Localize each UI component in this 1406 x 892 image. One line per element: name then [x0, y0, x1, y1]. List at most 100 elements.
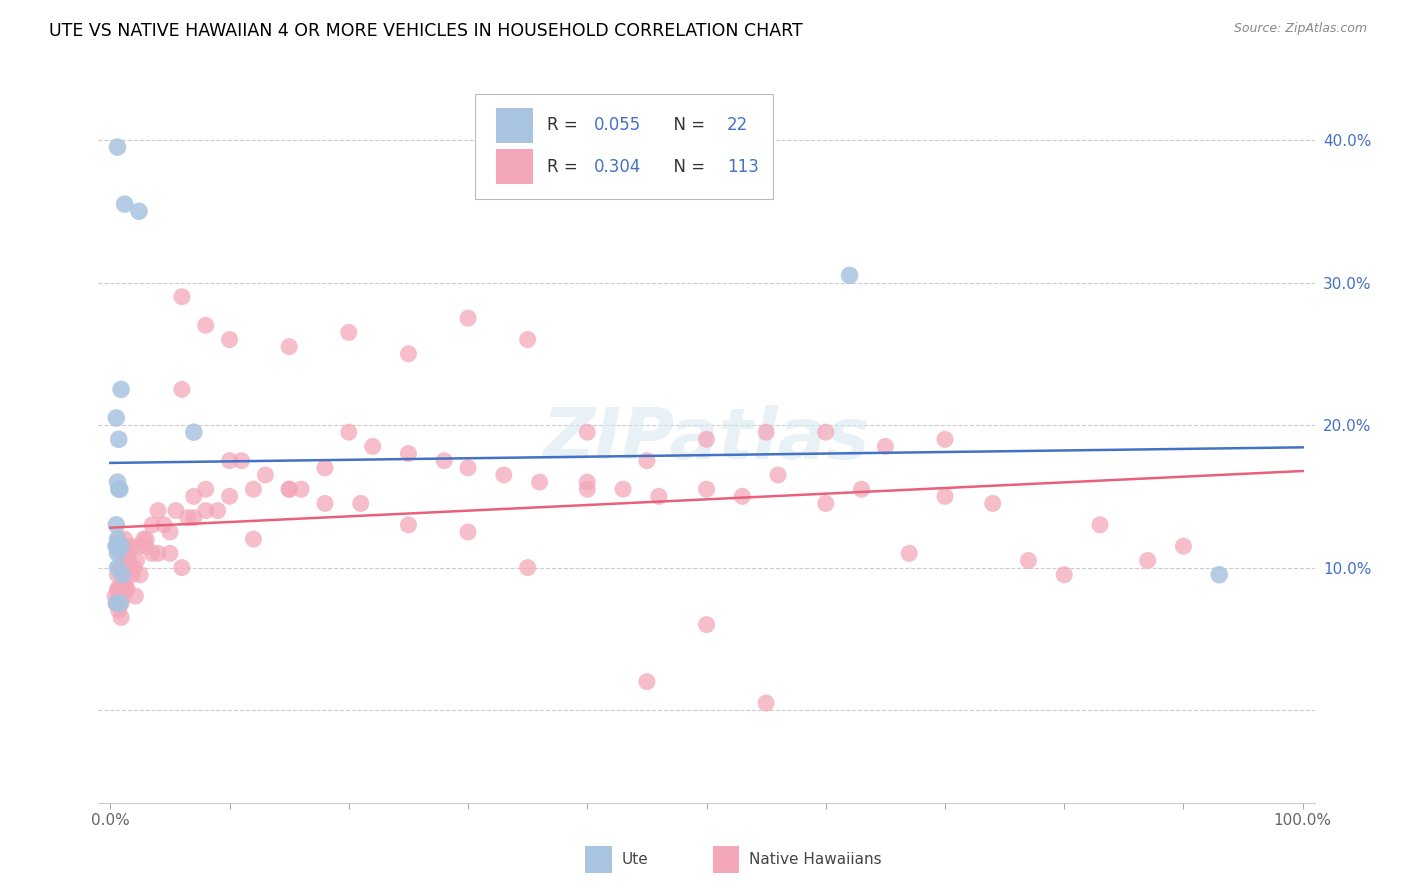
Point — [111, 567, 134, 582]
Point — [107, 482, 129, 496]
Point — [114, 197, 136, 211]
Point — [129, 539, 152, 553]
Point — [433, 453, 456, 467]
Point — [814, 425, 837, 440]
Point — [135, 532, 157, 546]
Point — [755, 696, 778, 710]
Point — [183, 510, 205, 524]
Point — [457, 524, 479, 539]
Point — [129, 567, 152, 582]
Point — [105, 539, 128, 553]
Point — [105, 596, 128, 610]
Point — [121, 567, 143, 582]
Point — [1173, 539, 1195, 553]
Point — [457, 311, 479, 326]
Point — [170, 560, 193, 574]
Point — [117, 560, 139, 574]
Point — [1136, 553, 1159, 567]
Text: Source: ZipAtlas.com: Source: ZipAtlas.com — [1233, 22, 1367, 36]
Point — [457, 460, 479, 475]
Point — [242, 532, 264, 546]
Point — [108, 560, 131, 574]
Point — [108, 482, 131, 496]
Point — [107, 582, 129, 596]
Point — [117, 553, 139, 567]
Point — [105, 596, 128, 610]
Point — [1208, 567, 1230, 582]
Point — [981, 496, 1004, 510]
Point — [278, 482, 301, 496]
Text: N =: N = — [662, 158, 710, 176]
Point — [838, 268, 860, 283]
Point — [183, 489, 205, 503]
Point — [696, 617, 718, 632]
Point — [110, 539, 132, 553]
Point — [636, 453, 658, 467]
Text: N =: N = — [662, 116, 710, 135]
Point — [576, 482, 599, 496]
Point — [146, 546, 169, 560]
Point — [112, 589, 135, 603]
Point — [516, 333, 538, 347]
Text: 113: 113 — [727, 158, 759, 176]
Point — [115, 582, 138, 596]
Point — [396, 517, 419, 532]
Point — [183, 425, 205, 440]
Point — [115, 582, 138, 596]
Point — [105, 539, 128, 553]
Point — [124, 589, 146, 603]
Point — [170, 290, 193, 304]
Point — [114, 553, 136, 567]
Point — [107, 140, 129, 154]
Text: R =: R = — [547, 116, 583, 135]
Point — [898, 546, 921, 560]
Point — [1088, 517, 1111, 532]
Point — [108, 596, 131, 610]
Point — [636, 674, 658, 689]
Point — [118, 560, 141, 574]
Point — [194, 482, 217, 496]
Point — [117, 546, 139, 560]
FancyBboxPatch shape — [496, 149, 533, 184]
Point — [396, 446, 419, 460]
Point — [159, 524, 181, 539]
Point — [165, 503, 187, 517]
Point — [337, 326, 360, 340]
Text: UTE VS NATIVE HAWAIIAN 4 OR MORE VEHICLES IN HOUSEHOLD CORRELATION CHART: UTE VS NATIVE HAWAIIAN 4 OR MORE VEHICLE… — [49, 22, 803, 40]
Point — [110, 383, 132, 397]
Text: Native Hawaiians: Native Hawaiians — [749, 852, 882, 867]
Point — [107, 532, 129, 546]
Point — [141, 517, 163, 532]
Point — [114, 532, 136, 546]
Point — [218, 453, 240, 467]
Point — [107, 432, 129, 446]
Point — [207, 503, 229, 517]
Point — [529, 475, 551, 489]
Point — [731, 489, 754, 503]
Point — [128, 204, 150, 219]
Point — [104, 589, 127, 603]
Point — [934, 432, 956, 446]
Point — [107, 589, 129, 603]
Point — [107, 546, 129, 560]
Point — [875, 439, 897, 453]
Point — [218, 489, 240, 503]
Point — [350, 496, 373, 510]
Point — [114, 574, 136, 589]
Point — [290, 482, 312, 496]
Point — [396, 347, 419, 361]
Point — [278, 482, 301, 496]
Text: ZIPatlas: ZIPatlas — [543, 405, 870, 474]
Text: R =: R = — [547, 158, 583, 176]
Point — [177, 510, 200, 524]
Point — [132, 532, 155, 546]
Point — [576, 425, 599, 440]
Text: 0.055: 0.055 — [593, 116, 641, 135]
Point — [153, 517, 176, 532]
Point — [755, 425, 778, 440]
Point — [170, 383, 193, 397]
Point — [110, 610, 132, 624]
Point — [934, 489, 956, 503]
Point — [115, 539, 138, 553]
Point — [107, 532, 129, 546]
